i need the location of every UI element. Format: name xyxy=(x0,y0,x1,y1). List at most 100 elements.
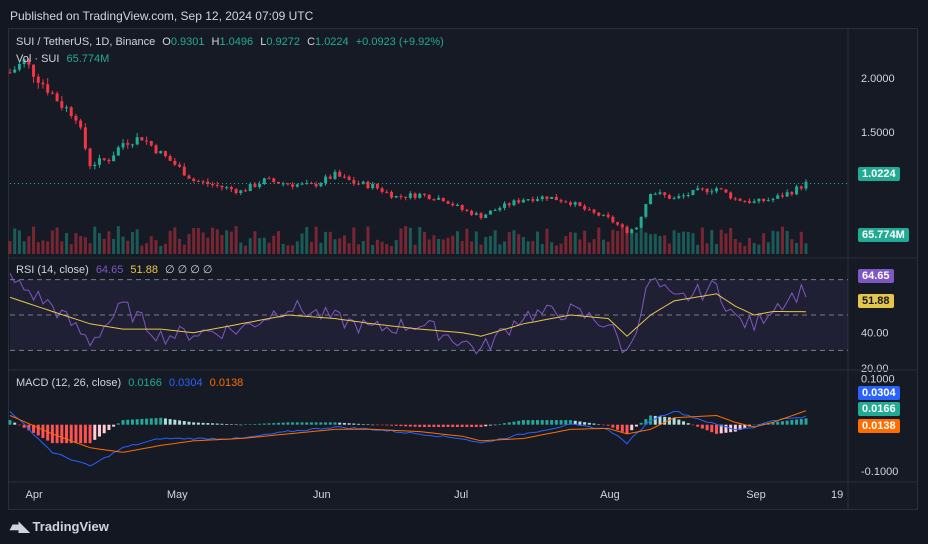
candle-body xyxy=(672,198,676,200)
volume-bar xyxy=(74,233,78,254)
rsi-tick-label: 40.00 xyxy=(861,328,889,340)
candle-body xyxy=(413,193,417,198)
volume-bar xyxy=(503,241,507,254)
candle-body xyxy=(32,64,36,77)
volume-series xyxy=(8,224,808,254)
rsi-label[interactable]: RSI (14, close) xyxy=(16,264,89,276)
volume-bar xyxy=(729,227,733,254)
rsi-badge: 64.65 xyxy=(858,269,894,283)
macd-hist-bar xyxy=(785,420,789,425)
candle-body xyxy=(244,190,248,192)
candle-body xyxy=(583,205,587,210)
macd-hist-bar xyxy=(291,422,295,425)
volume-bar xyxy=(766,242,770,254)
macd-hist-bar xyxy=(234,424,238,425)
macd-hist-bar xyxy=(531,420,535,425)
candle-body xyxy=(451,203,455,206)
x-tick-label: May xyxy=(167,489,188,501)
volume-label[interactable]: Vol · SUI xyxy=(16,53,60,65)
volume-bar xyxy=(380,241,384,254)
candle-body xyxy=(625,226,629,234)
candle-body xyxy=(112,155,116,162)
volume-bar xyxy=(634,232,638,254)
macd-hist-bar xyxy=(178,420,182,425)
tradingview-logo[interactable]: ▰◣ TradingView xyxy=(10,518,109,535)
macd-hist-bar xyxy=(540,420,544,425)
macd-hist-bar xyxy=(790,420,794,425)
volume-bar xyxy=(27,236,31,254)
volume-bar xyxy=(390,245,394,254)
macd-hist-bar xyxy=(361,424,365,425)
macd-hist-bar xyxy=(479,424,483,427)
macd-hist-bar xyxy=(672,417,676,425)
volume-bar xyxy=(559,243,563,254)
macd-hist-bar xyxy=(276,422,280,425)
x-tick-label: Jun xyxy=(313,489,331,501)
macd-hist-bar xyxy=(404,424,408,427)
volume-bar xyxy=(178,238,182,254)
candle-body xyxy=(17,63,21,70)
candle-body xyxy=(291,184,295,187)
volume-bar xyxy=(733,238,737,254)
candle-body xyxy=(140,137,144,141)
volume-bar xyxy=(672,230,676,254)
macd-hist-bar xyxy=(140,418,144,425)
macd-hist-bar xyxy=(743,424,747,429)
volume-bar xyxy=(413,244,417,254)
rsi-tick-label: 20.00 xyxy=(861,363,889,375)
candle-body xyxy=(531,199,535,201)
candle-body xyxy=(653,193,657,195)
macd-hist-bar xyxy=(74,424,78,444)
volume-bar xyxy=(568,232,572,254)
macd-hist-bar xyxy=(295,422,299,425)
volume-bar xyxy=(564,236,568,254)
macd-hist-bar xyxy=(634,424,638,427)
candle-body xyxy=(762,198,766,201)
volume-bar xyxy=(738,242,742,254)
candle-body xyxy=(36,76,40,83)
candle-body xyxy=(743,200,747,202)
candle-body xyxy=(790,192,794,195)
candle-body xyxy=(418,193,422,198)
candle-body xyxy=(559,200,563,202)
candle-body xyxy=(159,151,163,154)
macd-hist-bar xyxy=(413,424,417,427)
candle-body xyxy=(234,189,238,194)
macd-hist-bar xyxy=(554,420,558,425)
macd-hist-bar xyxy=(385,424,389,426)
volume-bar xyxy=(244,245,248,254)
volume-bar xyxy=(790,239,794,254)
volume-bar xyxy=(757,244,761,254)
candle-body xyxy=(493,210,497,212)
candle-body xyxy=(747,201,751,203)
volume-bar xyxy=(507,232,511,254)
chart-area[interactable] xyxy=(8,28,918,510)
x-tick-label: Apr xyxy=(26,489,43,501)
macd-hist-bar xyxy=(366,424,370,425)
volume-bar xyxy=(46,241,50,254)
volume-bar xyxy=(239,242,243,254)
symbol-label[interactable]: SUI / TetherUS, 1D, Binance xyxy=(16,36,156,48)
candle-body xyxy=(498,207,502,211)
macd-hist-bar xyxy=(286,422,290,425)
candle-body xyxy=(149,141,153,146)
candle-body xyxy=(352,180,356,184)
macd-label[interactable]: MACD (12, 26, close) xyxy=(16,377,122,389)
volume-bar xyxy=(41,240,45,254)
candle-body xyxy=(408,193,412,198)
macd-hist-bar xyxy=(357,423,361,425)
macd-hist-bar xyxy=(65,424,69,444)
candle-body xyxy=(738,198,742,201)
volume-bar xyxy=(258,238,262,254)
volume-bar xyxy=(455,231,459,254)
macd-hist-bar xyxy=(437,424,441,427)
candle-body xyxy=(380,188,384,192)
open-value: 0.9301 xyxy=(170,36,205,48)
volume-bar xyxy=(375,239,379,254)
macd-hist-bar xyxy=(427,424,431,427)
macd-hist-bar xyxy=(606,424,610,426)
volume-bar xyxy=(446,237,450,254)
candle-body xyxy=(215,184,219,186)
candle-body xyxy=(314,183,318,187)
